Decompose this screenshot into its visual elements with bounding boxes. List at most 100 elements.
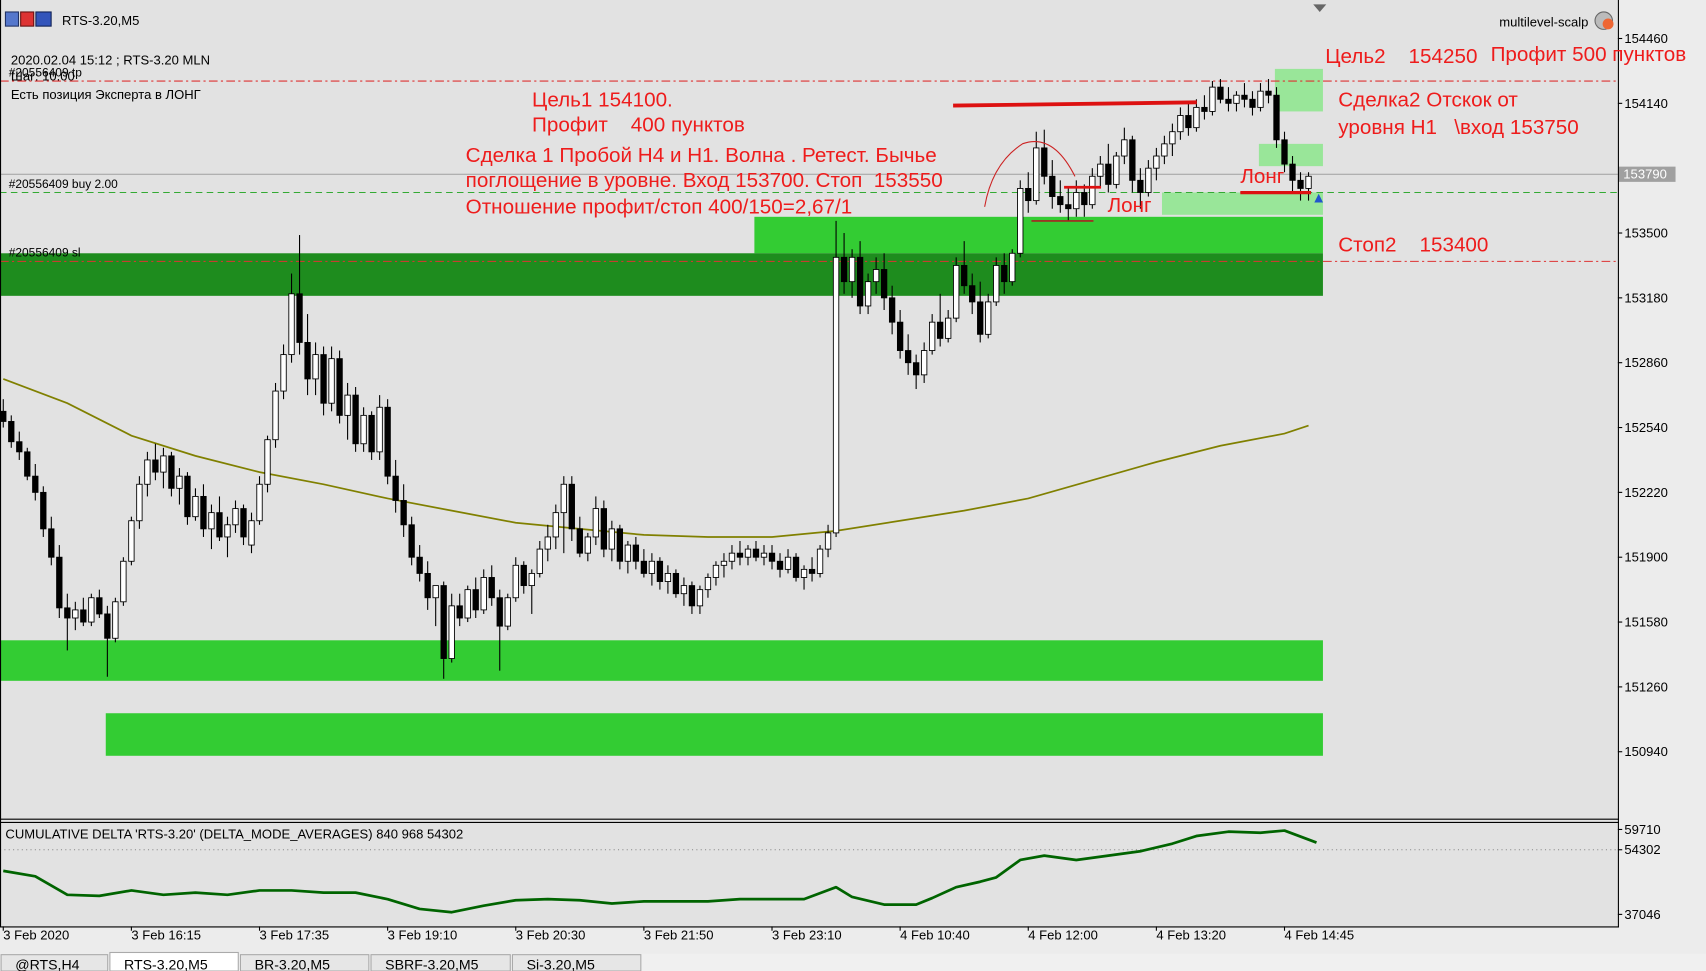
y-tick-label: 154460 — [1624, 31, 1668, 46]
tab-label[interactable]: @RTS,H4 — [15, 956, 79, 971]
candle-body — [416, 556, 423, 574]
candle-body — [40, 491, 47, 530]
candle-body — [576, 528, 583, 554]
annotation: уровня Н1 \вход 153750 — [1338, 116, 1579, 139]
info-line: Есть позиция Эксперта в ЛОНГ — [11, 87, 201, 102]
candle-body — [680, 585, 688, 595]
candle-body — [128, 520, 135, 562]
candle-body — [1073, 192, 1080, 210]
candle-body — [152, 459, 159, 473]
candle-body — [144, 459, 151, 485]
candle-body — [1097, 163, 1104, 177]
candle-body — [720, 560, 728, 566]
candle-body — [961, 265, 968, 287]
candle-body — [336, 358, 343, 416]
candle-body — [648, 560, 656, 574]
annotation: Лонг — [1108, 194, 1152, 217]
tab[interactable] — [511, 954, 642, 971]
tab-label[interactable]: Si-3.20,M5 — [527, 956, 595, 971]
candle-body — [440, 585, 447, 659]
zone — [0, 640, 1323, 681]
candle-body — [168, 455, 175, 489]
candle-body — [344, 394, 351, 416]
candle-body — [1281, 139, 1288, 165]
y-tick-label: 152860 — [1624, 355, 1668, 370]
tab-bar: @RTS,H4 RTS-3.20,M5 BR-3.20,M5 SBRF-3.20,M5… — [0, 951, 1706, 971]
trade-arrow — [1314, 193, 1324, 203]
y-tick-label: 153180 — [1624, 290, 1668, 305]
candle-body — [208, 512, 215, 530]
candle-body — [1057, 196, 1064, 206]
candle-body — [816, 548, 824, 574]
candle-body — [16, 441, 23, 453]
icon[interactable] — [4, 11, 20, 27]
expert-name: multilevel-scalp — [1499, 14, 1588, 29]
tab-label[interactable]: BR-3.20,M5 — [255, 956, 330, 971]
candle-body — [200, 495, 207, 530]
candle-body — [56, 556, 63, 609]
candle-body — [216, 512, 223, 538]
candle-body — [704, 577, 712, 591]
tab[interactable] — [239, 954, 370, 971]
candle-body — [912, 362, 920, 376]
candle-body — [624, 544, 632, 562]
drawn-line[interactable] — [953, 100, 1197, 108]
candle-body — [616, 528, 624, 562]
candle-body — [48, 528, 55, 558]
candle-body — [985, 301, 992, 335]
candle-body — [672, 572, 680, 595]
y-tick-label: 150940 — [1624, 744, 1668, 759]
candle-body — [80, 609, 87, 623]
candle-body — [592, 508, 599, 538]
icon[interactable] — [35, 11, 52, 27]
candle-body — [1153, 155, 1160, 169]
candle-body — [1289, 163, 1296, 181]
candle-body — [272, 390, 279, 441]
candle-body — [304, 341, 311, 380]
tab-label[interactable]: RTS-3.20,M5 — [124, 956, 208, 971]
icon[interactable] — [20, 11, 35, 27]
tab[interactable] — [0, 954, 109, 971]
tab[interactable] — [370, 954, 511, 971]
annotation: Отношение профит/стоп 400/150=2,67/1 — [466, 195, 853, 218]
candle-body — [568, 483, 575, 530]
candle-body — [176, 475, 183, 489]
annotation: поглощение в уровне. Вход 153700. Стоп 1… — [466, 169, 943, 192]
candle-body — [929, 321, 936, 351]
annotations: Цель1 154100. Профит 400 пунктов Сделка … — [466, 43, 1687, 257]
candle-body — [1081, 192, 1088, 206]
order-label: #20556409 buy 2.00 — [9, 177, 118, 191]
candle-body — [528, 572, 535, 587]
candle-body — [977, 301, 984, 335]
candle-body — [512, 564, 519, 599]
tab[interactable] — [109, 951, 239, 971]
y-tick-label: 37046 — [1624, 907, 1660, 922]
expert-icon — [1602, 18, 1614, 30]
candle-body — [784, 556, 792, 570]
drawn-arc[interactable] — [984, 140, 1076, 207]
candle-body — [1169, 131, 1176, 145]
candle-body — [776, 560, 784, 570]
candle-body — [288, 293, 295, 356]
candle-body — [848, 256, 856, 283]
candle-body — [880, 269, 888, 299]
price-axis-area — [1618, 0, 1706, 954]
x-tick-label: 3 Feb 19:10 — [388, 928, 458, 943]
candle-body — [392, 475, 399, 501]
candle-body — [752, 548, 760, 558]
tab-label[interactable]: SBRF-3.20,M5 — [385, 956, 479, 971]
zone — [754, 216, 1323, 254]
candle-body — [312, 354, 319, 380]
y-tick-label: 154140 — [1624, 96, 1668, 111]
candle-body — [1217, 86, 1224, 100]
shift-marker — [1313, 4, 1327, 12]
candle-body — [584, 536, 591, 554]
candle-body — [368, 414, 375, 453]
candle-body — [240, 508, 247, 538]
candle-body — [1273, 94, 1280, 141]
moving-average — [2, 378, 1309, 538]
candle-body — [1249, 98, 1256, 108]
zone — [1161, 192, 1323, 215]
